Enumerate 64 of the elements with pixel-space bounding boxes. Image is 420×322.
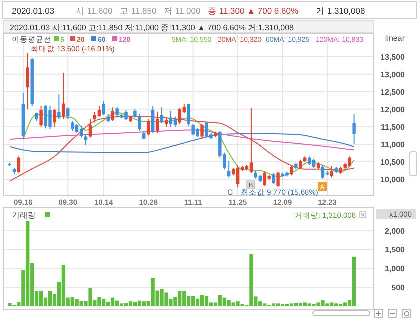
y-tick-label: 12,500 — [380, 88, 406, 97]
text: 고 11,850 — [120, 6, 157, 16]
line-series — [10, 133, 355, 154]
candlestick — [71, 120, 74, 132]
y-tick-label: 2,000 — [384, 226, 406, 236]
candlestick — [187, 104, 190, 127]
candlestick — [299, 159, 302, 170]
candlestick — [276, 171, 280, 188]
y-tick-label: 500 — [392, 284, 406, 293]
text: 종 11,300 ▲ 700 6.60% — [208, 6, 299, 16]
candlestick — [147, 119, 150, 136]
y-tick-label: 12,000 — [380, 105, 406, 114]
candlestick — [62, 72, 66, 120]
candlestick — [169, 110, 173, 128]
candlestick — [236, 166, 240, 188]
candlestick — [80, 126, 84, 138]
candlestick — [17, 156, 21, 174]
candlestick — [116, 107, 119, 118]
candlestick — [156, 111, 160, 134]
candlestick — [174, 116, 178, 128]
candlestick — [66, 107, 70, 120]
candlestick — [290, 166, 294, 176]
line-series — [10, 130, 355, 151]
bar — [48, 290, 52, 306]
candlestick — [84, 134, 88, 146]
y-tick-label: 10,000 — [380, 176, 406, 185]
candlestick — [102, 100, 106, 116]
bar — [200, 295, 204, 306]
y-tick-label: 10,500 — [380, 158, 406, 167]
candlestick — [200, 124, 204, 140]
bar — [120, 304, 124, 306]
text: 거 1,310,008 — [316, 6, 366, 16]
candlestick — [330, 166, 334, 178]
candlestick — [321, 164, 325, 180]
y-tick-label: 11,500 — [380, 122, 406, 132]
y-tick-label: 1,000 — [384, 264, 406, 274]
candlestick — [272, 173, 276, 185]
candlestick — [348, 156, 352, 168]
chart-title: 2020.01.03 — [12, 6, 55, 16]
y-tick-label: 13,000 — [380, 70, 406, 80]
candlestick — [26, 52, 30, 110]
text: linear — [385, 34, 406, 43]
candlestick — [111, 107, 114, 122]
text: 시 11,600 — [76, 6, 113, 16]
candlestick — [98, 106, 102, 118]
candlestick — [228, 160, 231, 178]
bar — [128, 302, 133, 306]
y-tick-label: 11,000 — [380, 140, 406, 150]
candlestick — [58, 94, 61, 120]
bar — [276, 304, 280, 306]
candlestick — [53, 108, 56, 128]
candlestick — [250, 107, 254, 174]
bar — [204, 296, 209, 306]
candlestick — [88, 119, 92, 138]
y-tick-label: 1,500 — [384, 246, 406, 255]
bar — [124, 303, 128, 306]
candlestick — [178, 107, 182, 125]
candlestick — [40, 106, 43, 128]
legend-label: 거래량 — [12, 211, 36, 220]
candlestick — [352, 114, 356, 145]
y-tick-label: 13,500 — [380, 52, 406, 62]
text: 저 11,000 — [164, 6, 201, 16]
chart-subtitle: 2020.01.03 시:11,600 고:11,850 저:11,000 종:11,300 ▲ 700 6.60% 거:1,310,008 — [10, 24, 295, 32]
candlestick — [151, 106, 155, 134]
